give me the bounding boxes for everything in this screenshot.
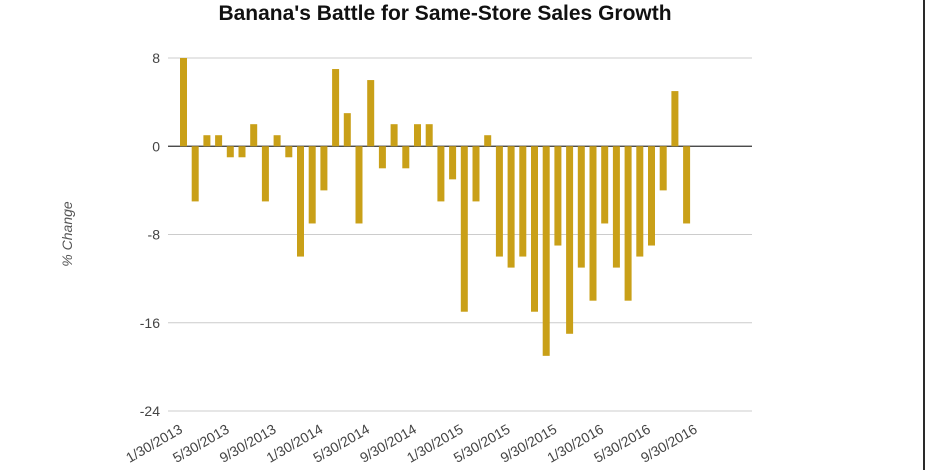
bar [320,146,328,191]
y-axis-label: % Change [59,201,75,267]
bar [495,146,503,257]
bar [390,124,398,147]
bar [437,146,445,202]
bar [636,146,644,257]
bar [273,135,281,147]
bar [402,146,410,169]
y-tick-labels: 8 0 -8 -16 -24 [140,50,160,419]
bar [180,58,187,147]
bar [308,146,316,224]
bar [261,146,269,202]
bar [472,146,480,202]
bar [367,80,375,147]
y-tick-label: 0 [152,138,160,154]
bar [648,146,655,246]
bars [180,58,691,356]
bar [191,146,199,202]
y-tick-label: 8 [152,50,160,66]
bar [683,146,691,224]
bar [554,146,562,246]
bar [531,146,538,312]
bar [519,146,527,257]
bar [414,124,421,147]
y-tick-label: -8 [148,227,161,243]
bar [542,146,550,356]
bar [215,135,223,147]
bar [425,124,433,147]
x-tick-labels: 1/30/20135/30/20139/30/20131/30/20145/30… [123,421,700,466]
bar [601,146,609,224]
bar [507,146,515,268]
bar [624,146,632,301]
bar [671,91,679,147]
bar [449,146,457,180]
bar [589,146,597,301]
y-tick-label: -24 [140,403,160,419]
bar [659,146,667,191]
bar [343,113,351,147]
bar [238,146,246,158]
bar [612,146,620,268]
bar [203,135,211,147]
bar [226,146,234,158]
chart-title: Banana's Battle for Same-Store Sales Gro… [218,2,672,25]
bar [355,146,363,224]
bar [484,135,492,147]
gridlines [168,57,752,412]
bar [332,69,340,147]
frame-border [923,0,925,470]
bar [297,146,304,257]
y-tick-label: -16 [140,315,160,331]
bar [460,146,468,312]
bar [577,146,585,268]
bar [378,146,386,169]
bar [566,146,574,334]
bar [250,124,258,147]
bar [285,146,293,158]
